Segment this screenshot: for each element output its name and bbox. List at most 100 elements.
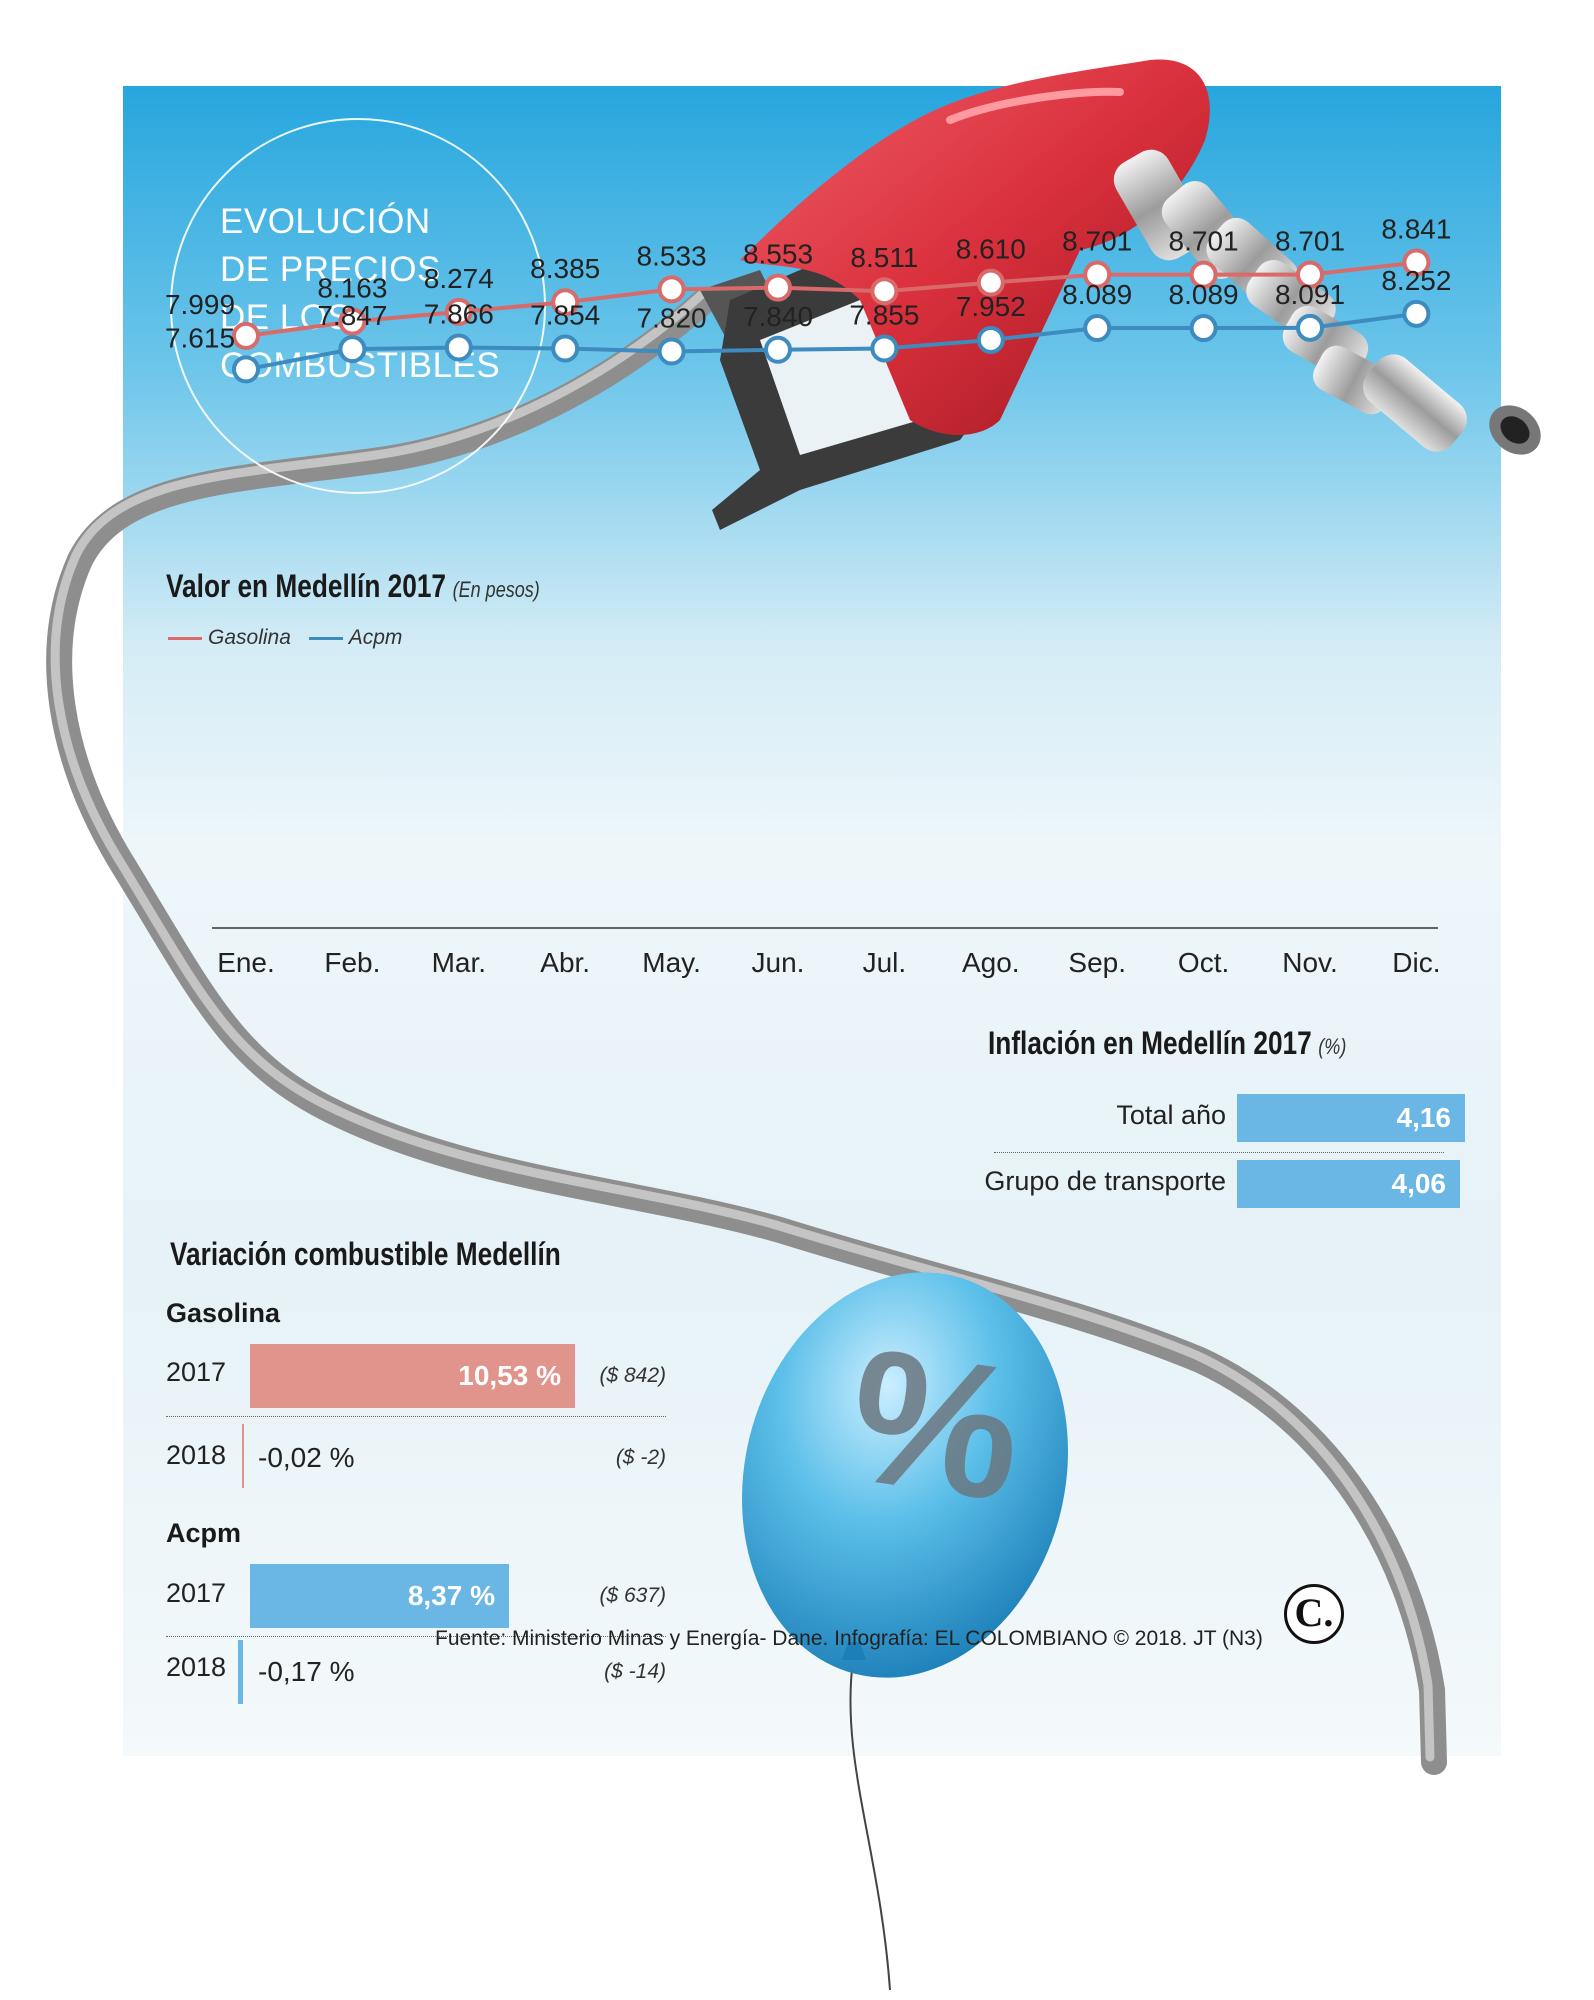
- data-label-acpm: 8.089: [1169, 279, 1239, 310]
- title-line: EVOLUCIÓN: [220, 202, 431, 241]
- variation-bar-gasolina-2018: [242, 1424, 244, 1488]
- data-label-acpm: 7.615: [165, 322, 235, 353]
- data-point-acpm: [232, 355, 260, 384]
- data-label-gasolina: 8.701: [1062, 226, 1132, 257]
- data-label-acpm: 7.820: [637, 302, 707, 333]
- pesos-change: ($ -2): [615, 1446, 666, 1469]
- data-label-acpm: 7.952: [956, 291, 1026, 322]
- data-label-gasolina: 7.999: [165, 289, 235, 320]
- x-tick-label: Abr.: [540, 947, 590, 978]
- balloon-illustration: %: [742, 1272, 1068, 1991]
- data-point-acpm: [551, 334, 580, 363]
- data-label-gasolina: 8.274: [424, 263, 494, 294]
- group-label-acpm: Acpm: [166, 1518, 242, 1548]
- x-tick-label: Mar.: [432, 947, 486, 978]
- fuel-pump-nozzle-icon: [700, 59, 1541, 530]
- data-point-acpm: [870, 334, 899, 363]
- year-label: 2018: [166, 1440, 227, 1470]
- data-point-acpm: [657, 337, 686, 366]
- el-colombiano-logo: C.: [1284, 1584, 1344, 1644]
- data-point-gasolina: [232, 321, 260, 350]
- legend-swatch-gasolina: [168, 636, 202, 640]
- data-point-gasolina: [338, 307, 367, 336]
- data-label-acpm: 7.840: [743, 301, 813, 332]
- x-tick-label: Ago.: [962, 947, 1020, 978]
- data-point-acpm: [1402, 299, 1431, 328]
- x-tick-label: Ene.: [217, 947, 275, 978]
- data-label-acpm: 7.847: [317, 300, 387, 331]
- x-tick-label: May.: [642, 947, 701, 978]
- data-label-acpm: 8.091: [1275, 279, 1345, 310]
- chart-title-text: Valor en Medellín 2017: [166, 568, 447, 604]
- data-point-gasolina: [976, 268, 1005, 297]
- data-label-gasolina: 8.163: [317, 273, 387, 304]
- year-label: 2018: [166, 1652, 227, 1682]
- data-label-gasolina: 8.610: [956, 234, 1026, 265]
- pesos-change: ($ -14): [604, 1660, 666, 1683]
- data-point-gasolina: [551, 288, 580, 317]
- inflation-title: Inflación en Medellín 2017 (%): [988, 1025, 1346, 1062]
- data-label-acpm: 8.089: [1062, 279, 1132, 310]
- data-point-acpm: [1296, 313, 1324, 342]
- x-tick-label: Dic.: [1392, 947, 1440, 978]
- inflation-bar-total: 4,16: [1237, 1094, 1465, 1142]
- pesos-change: ($ 842): [599, 1364, 666, 1387]
- x-tick-label: Nov.: [1282, 947, 1338, 978]
- year-label: 2017: [166, 1357, 227, 1387]
- svg-text:%: %: [837, 1308, 1034, 1541]
- chart-subtitle: (En pesos): [452, 577, 540, 602]
- variation-bar-gasolina-2017: 10,53 %: [250, 1344, 575, 1408]
- legend-label-acpm: Acpm: [348, 626, 403, 649]
- data-label-acpm: 7.854: [530, 300, 600, 331]
- data-point-gasolina: [870, 277, 899, 306]
- row-divider: [166, 1636, 666, 1637]
- data-point-gasolina: [444, 297, 473, 326]
- data-point-gasolina: [1296, 260, 1324, 289]
- title-line: DE PRECIOS: [220, 250, 441, 289]
- data-label-acpm: 8.252: [1381, 265, 1451, 296]
- data-point-gasolina: [764, 273, 792, 302]
- data-point-gasolina: [1402, 248, 1431, 277]
- data-point-acpm: [338, 335, 367, 364]
- variation-value: -0,17 %: [258, 1656, 355, 1687]
- data-label-gasolina: 8.511: [850, 242, 918, 273]
- data-label-acpm: 7.866: [424, 298, 494, 329]
- legend-swatch-acpm: [308, 636, 343, 640]
- x-tick-label: Jun.: [752, 947, 805, 978]
- data-label-gasolina: 8.533: [637, 240, 707, 271]
- x-tick-label: Jul.: [863, 947, 907, 978]
- data-label-acpm: 7.855: [849, 299, 919, 330]
- row-divider: [166, 1416, 666, 1417]
- year-label: 2017: [166, 1578, 227, 1608]
- data-label-gasolina: 8.841: [1381, 213, 1451, 244]
- data-label-gasolina: 8.701: [1169, 226, 1239, 257]
- data-point-gasolina: [657, 275, 686, 304]
- source-note: Fuente: Ministerio Minas y Energía- Dane…: [435, 1627, 1263, 1650]
- data-point-acpm: [976, 325, 1005, 354]
- data-point-acpm: [764, 335, 792, 364]
- group-label-gasolina: Gasolina: [166, 1298, 281, 1328]
- inflation-unit: (%): [1318, 1034, 1347, 1059]
- data-label-gasolina: 8.553: [743, 239, 813, 270]
- variation-bar-acpm-2018: [238, 1640, 243, 1704]
- data-point-gasolina: [1189, 260, 1218, 289]
- data-point-gasolina: [1083, 260, 1112, 289]
- inflation-title-text: Inflación en Medellín 2017: [988, 1025, 1312, 1061]
- inflation-bar-transporte: 4,06: [1237, 1160, 1460, 1208]
- legend-label-gasolina: Gasolina: [208, 626, 291, 649]
- variation-bar-acpm-2017: 8,37 %: [250, 1564, 509, 1628]
- data-point-acpm: [444, 333, 473, 362]
- x-tick-label: Sep.: [1068, 947, 1126, 978]
- series-line-gasolina: [245, 260, 1417, 338]
- inflation-row-label: Total año: [1116, 1100, 1226, 1130]
- data-label-gasolina: 8.385: [530, 253, 600, 284]
- x-tick-label: Oct.: [1178, 947, 1229, 978]
- pesos-change: ($ 637): [599, 1584, 666, 1607]
- chart-legend: Gasolina Acpm: [168, 626, 402, 650]
- inflation-row-label: Grupo de transporte: [984, 1166, 1226, 1196]
- x-tick-label: Feb.: [324, 947, 380, 978]
- variation-value: -0,02 %: [258, 1442, 355, 1473]
- data-label-gasolina: 8.701: [1275, 226, 1345, 257]
- spout-coil: [1113, 149, 1541, 455]
